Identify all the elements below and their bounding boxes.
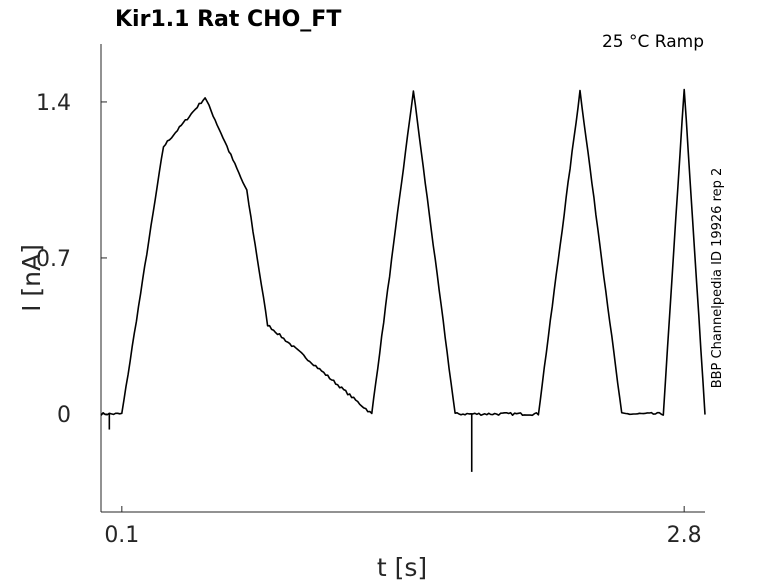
y-tick-label-2: 1.4 (36, 91, 71, 116)
chart-title: Kir1.1 Rat CHO_FT (115, 7, 341, 32)
y-tick-label-1: 0.7 (36, 247, 71, 272)
x-axis-ticks: 0.1 2.8 (104, 506, 702, 548)
x-tick-label-0: 0.1 (104, 523, 139, 548)
y-axis-ticks: 0 0.7 1.4 (36, 91, 107, 428)
x-axis-label: t [s] (377, 553, 427, 582)
y-axis-label: I [nA] (17, 244, 46, 312)
current-trace-0 (100, 88, 706, 417)
channelpedia-id-note: BBP Channelpedia ID 19926 rep 2 (710, 168, 725, 389)
current-traces (100, 88, 706, 472)
x-tick-label-1: 2.8 (667, 523, 702, 548)
plot-area: 0 0.7 1.4 0.1 2.8 (36, 44, 706, 548)
condition-label: 25 °C Ramp (602, 32, 704, 52)
y-tick-label-0: 0 (57, 403, 71, 428)
